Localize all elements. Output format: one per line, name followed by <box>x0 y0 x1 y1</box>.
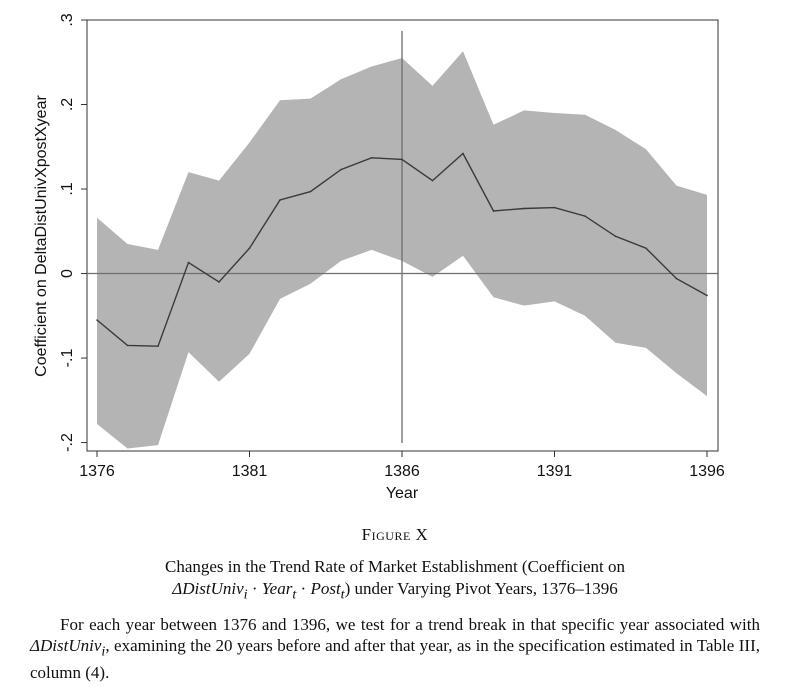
figure-title-line2: ΔDistUnivi · Yeart · Postt) under Varyin… <box>172 579 618 603</box>
coefficient-point <box>370 156 373 159</box>
coefficient-point <box>614 235 617 238</box>
coefficient-point <box>187 261 190 264</box>
coefficient-point <box>96 319 98 321</box>
y-tick-label: .1 <box>59 182 76 195</box>
coefficient-point <box>675 277 678 280</box>
coefficient-point <box>279 199 281 201</box>
coefficient-point <box>401 158 403 161</box>
y-tick-label: .3 <box>59 13 76 26</box>
coefficient-point <box>309 190 312 193</box>
y-axis-title: Coefficient on DeltaDistUnivXpostXyear <box>33 95 50 377</box>
figure-title-line1: Changes in the Trend Rate of Market Esta… <box>164 557 626 576</box>
coefficient-point <box>523 207 525 210</box>
y-tick-label: 0 <box>59 269 76 278</box>
x-tick-label: 1386 <box>384 463 420 480</box>
x-tick-label: 1381 <box>232 463 268 480</box>
y-tick-label: -.1 <box>59 349 76 368</box>
coefficient-point <box>706 294 708 297</box>
coefficient-point <box>218 281 220 283</box>
figure-note: For each year between 1376 and 1396, we … <box>30 615 760 683</box>
y-tick-label: -.2 <box>59 433 76 452</box>
x-tick-label: 1391 <box>537 463 573 480</box>
coefficient-point <box>248 247 251 249</box>
coefficient-point <box>126 344 129 347</box>
coefficient-point <box>584 215 586 217</box>
coefficient-point <box>645 247 647 249</box>
x-tick-label: 1396 <box>689 463 725 480</box>
coefficient-point <box>492 210 495 212</box>
coefficient-point <box>340 168 342 171</box>
chart: 1376 1381 1386 1391 1396 -.2 -.1 0 .1 .2 .3 Year C… <box>33 13 725 502</box>
coefficient-point <box>157 345 159 348</box>
figure-title: Changes in the Trend Rate of Market Esta… <box>30 556 760 605</box>
x-tick-label: 1376 <box>79 463 115 480</box>
coefficient-point <box>431 179 434 182</box>
figure-label: Figure X <box>361 525 429 544</box>
coefficient-point <box>553 206 556 209</box>
coefficient-point <box>462 152 464 155</box>
y-tick-label: .2 <box>59 98 76 111</box>
x-axis-title: Year <box>386 485 419 502</box>
